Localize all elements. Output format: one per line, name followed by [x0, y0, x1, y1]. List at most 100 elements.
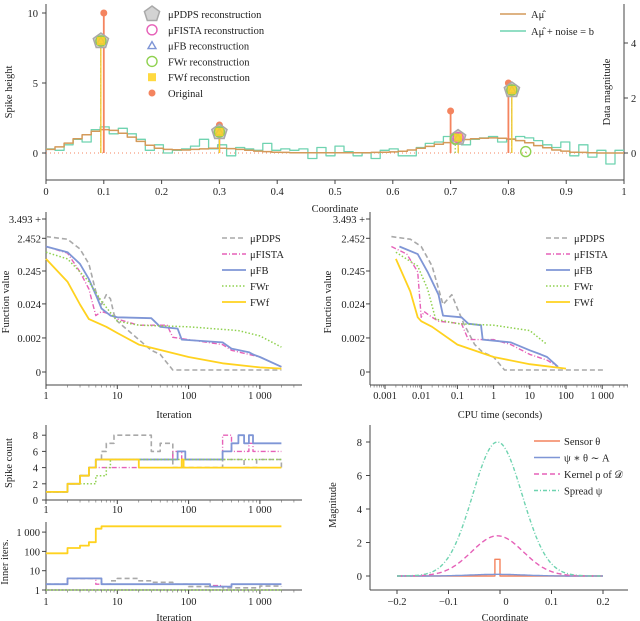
legend-label: μFB [250, 266, 268, 277]
y-tick-label: 3.493 + [9, 215, 41, 226]
y-tick-label: 4 [33, 464, 39, 475]
mufista-series-line [45, 245, 282, 368]
fwr-reconstruction-marker [95, 35, 107, 47]
mufb-series-line [45, 245, 282, 368]
y-axis-label: Magnitude [328, 482, 339, 528]
kernel-of--curve [397, 535, 603, 577]
mufista-series-line [391, 245, 559, 368]
x-axis-label: Iteration [156, 410, 192, 421]
legend-label: μFISTA [250, 250, 284, 261]
x-tick-label: −0.1 [439, 597, 458, 608]
y-tick-label: 6 [357, 472, 362, 483]
fwf-reconstruction-marker [454, 133, 463, 142]
x-tick-label: 0.6 [386, 187, 399, 198]
x-tick-label: 0.1 [451, 391, 464, 402]
legend-label: FWf [574, 298, 594, 309]
y-tick-label: 10 [28, 9, 39, 20]
legend-label: ψ ∗ θ ∼ A [564, 454, 610, 465]
y-tick-label: 5 [33, 79, 38, 90]
y-tick-label: 8 [33, 431, 38, 442]
fwr-reconstruction-marker [213, 126, 226, 138]
x-tick-label: −0.2 [387, 597, 406, 608]
mupdps-inner-iters-line [46, 577, 283, 589]
legend-label: Spread ψ [564, 487, 603, 498]
legend-label: μFISTA [574, 250, 608, 261]
x-axis-label: Coordinate [482, 613, 529, 621]
y-tick-label: 0.245 [341, 267, 365, 278]
x-tick-label: 0.9 [560, 187, 573, 198]
fwr-legend-marker-icon [146, 55, 158, 68]
x-tick-label: 1 000 [248, 597, 272, 608]
x-tick-label: 1 [43, 505, 48, 516]
mupdps-series-line [45, 235, 282, 371]
fwr-series-line [45, 251, 282, 348]
x-tick-label: 0 [503, 597, 508, 608]
x-tick-label: 0.7 [444, 187, 457, 198]
legend-label: μPDPS [574, 234, 605, 245]
y-tick-label: 2.452 [341, 234, 365, 245]
legend-label: μPDPS [250, 234, 281, 245]
y-tick-label: 0.002 [341, 334, 365, 345]
mupdps-legend-marker-icon [143, 5, 161, 22]
x-tick-label: 100 [181, 391, 197, 402]
y-tick-label: 2.452 [17, 234, 41, 245]
x-tick-label: 1 [43, 597, 48, 608]
x-tick-label: 100 [181, 597, 197, 608]
y-axis-label: Function value [1, 270, 12, 333]
legend-label: FWr reconstruction [168, 57, 250, 68]
y-tick-label: 1 000 [16, 528, 40, 539]
x-tick-label: 0.2 [596, 597, 609, 608]
legend-label: μPDPS reconstruction [168, 10, 262, 21]
x-tick-label: 1 000 [590, 391, 614, 402]
x-tick-label: 0.5 [328, 187, 341, 198]
mufb-inner-iters-line [46, 577, 282, 588]
x-tick-label: 0.2 [155, 187, 168, 198]
mufista-legend-marker-icon [146, 24, 158, 36]
fwr-series-line [395, 251, 548, 346]
y2-tick-label: 4 [631, 39, 637, 50]
x-tick-label: 10 [525, 391, 536, 402]
original-spike-marker [447, 107, 455, 115]
legend-label: Aμ̂ [531, 10, 546, 21]
y-tick-label: 1 [35, 586, 40, 597]
fwf-series-line [395, 258, 567, 370]
y2-tick-label: 2 [631, 94, 636, 105]
y-tick-label: 100 [24, 547, 40, 558]
y-tick-label: 0 [33, 149, 38, 160]
fwf-reconstruction-marker [507, 86, 516, 94]
x-tick-label: 0.1 [97, 187, 110, 198]
x-axis-label: Iteration [156, 613, 192, 621]
x-tick-label: 1 [491, 391, 496, 402]
y-tick-label: 0 [33, 496, 38, 507]
x-tick-label: 10 [112, 391, 123, 402]
x-axis-label: CPU time (seconds) [458, 410, 543, 421]
original-legend-marker-icon [148, 89, 156, 97]
x-tick-label: 10 [112, 505, 123, 516]
x-tick-label: 100 [558, 391, 574, 402]
mufb-legend-marker-icon [146, 40, 158, 50]
legend-label: FWr [574, 282, 593, 293]
legend-label: Aμ̂ + noise = b [531, 27, 594, 38]
y-tick-label: 6 [33, 447, 38, 458]
legend-label: μFB [574, 266, 592, 277]
legend-label: FWf reconstruction [168, 73, 251, 84]
y-axis-label: Function value [323, 270, 334, 333]
x-axis-label: Coordinate [312, 204, 359, 215]
y-tick-label: 0.024 [17, 300, 41, 311]
fwf-legend-marker-icon [148, 73, 156, 82]
-a-curve [397, 573, 603, 577]
fwf-spike-count-line [46, 458, 282, 493]
original-spike-marker [100, 9, 108, 17]
legend-label: FWr [250, 282, 269, 293]
noisy-data-b-line [46, 126, 624, 165]
y-axis-label: Spike count [4, 438, 15, 488]
x-tick-label: 1 000 [248, 505, 272, 516]
fwf-inner-iters-line [46, 525, 282, 555]
legend-label: Sensor θ [564, 437, 600, 448]
x-tick-label: 0.8 [502, 187, 515, 198]
fwr-reconstruction-marker [506, 84, 518, 96]
y-tick-label: 4 [357, 505, 363, 516]
y-tick-label: 0 [36, 368, 41, 379]
y-axis-label: Spike height [4, 66, 15, 119]
